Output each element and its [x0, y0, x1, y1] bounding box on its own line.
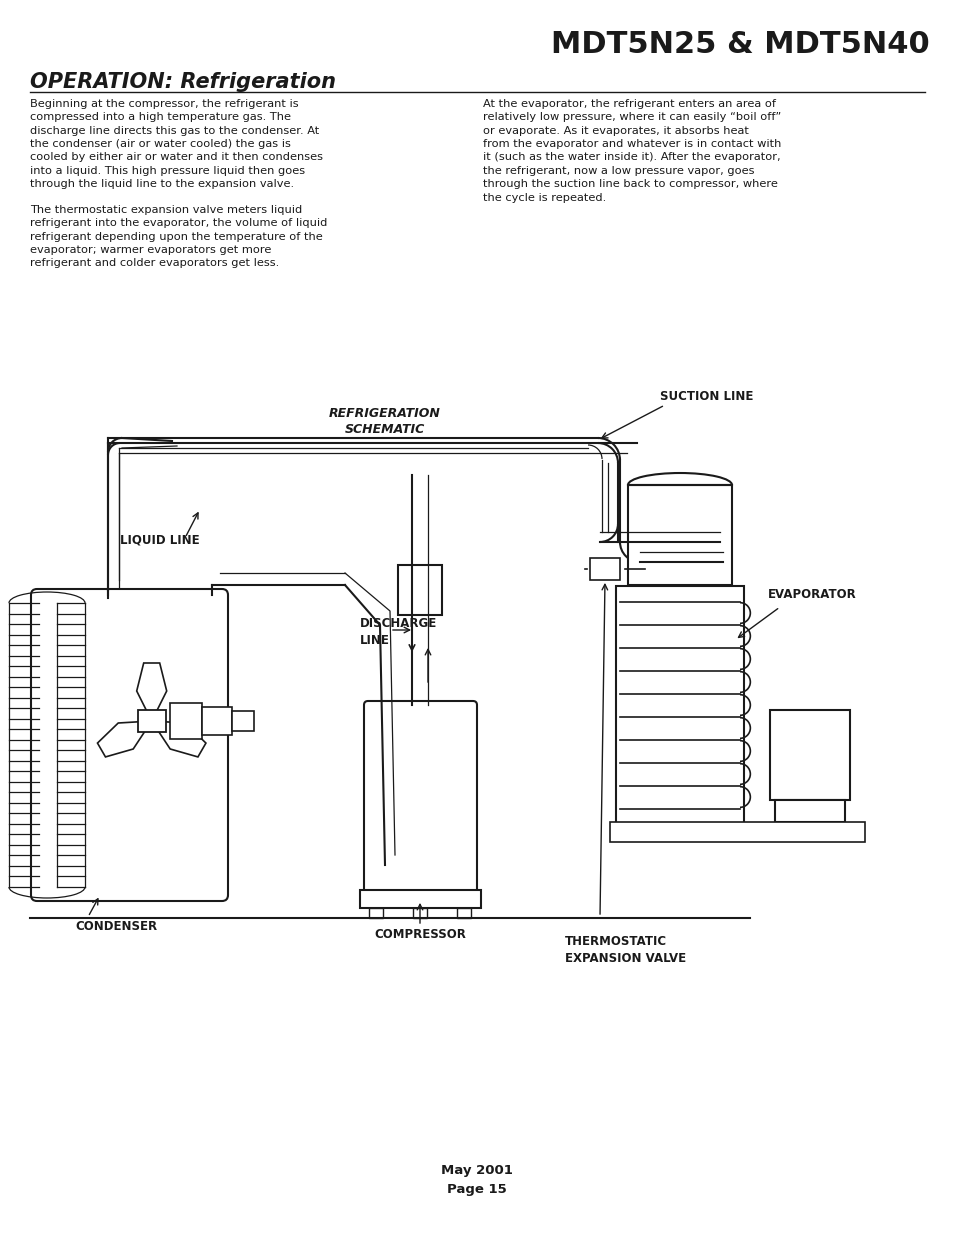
Polygon shape	[136, 663, 167, 721]
Bar	[589, 558, 619, 580]
Text: MDT5N25 & MDT5N40: MDT5N25 & MDT5N40	[551, 30, 929, 59]
FancyBboxPatch shape	[30, 589, 228, 902]
Bar	[137, 710, 166, 732]
Polygon shape	[152, 721, 206, 757]
Text: EVAPORATOR: EVAPORATOR	[767, 589, 856, 601]
Polygon shape	[97, 721, 152, 757]
Text: May 2001
Page 15: May 2001 Page 15	[440, 1165, 513, 1195]
Bar	[456, 908, 471, 918]
Bar	[413, 908, 427, 918]
Text: COMPRESSOR: COMPRESSOR	[374, 927, 465, 941]
Bar	[397, 564, 441, 615]
Text: DISCHARGE
LINE: DISCHARGE LINE	[359, 618, 436, 647]
Text: SCHEMATIC: SCHEMATIC	[345, 424, 425, 436]
Text: OPERATION: Refrigeration: OPERATION: Refrigeration	[30, 72, 335, 91]
Bar	[769, 710, 849, 800]
Bar	[609, 823, 864, 842]
Text: THERMOSTATIC
EXPANSION VALVE: THERMOSTATIC EXPANSION VALVE	[564, 935, 685, 965]
Bar	[369, 908, 382, 918]
Text: Beginning at the compressor, the refrigerant is
compressed into a high temperatu: Beginning at the compressor, the refrige…	[30, 99, 323, 189]
FancyBboxPatch shape	[364, 701, 476, 894]
Text: LIQUID LINE: LIQUID LINE	[120, 534, 199, 547]
Bar	[627, 485, 731, 585]
Text: The thermostatic expansion valve meters liquid
refrigerant into the evaporator, : The thermostatic expansion valve meters …	[30, 205, 327, 268]
Text: REFRIGERATION: REFRIGERATION	[329, 408, 440, 420]
Bar	[232, 711, 253, 731]
Bar	[359, 890, 480, 908]
Text: At the evaporator, the refrigerant enters an area of
relatively low pressure, wh: At the evaporator, the refrigerant enter…	[482, 99, 781, 203]
Bar	[201, 706, 232, 735]
Text: SUCTION LINE: SUCTION LINE	[659, 390, 753, 404]
Text: CONDENSER: CONDENSER	[75, 920, 157, 932]
Bar	[170, 703, 201, 739]
Bar	[774, 800, 844, 823]
Bar	[616, 585, 743, 824]
